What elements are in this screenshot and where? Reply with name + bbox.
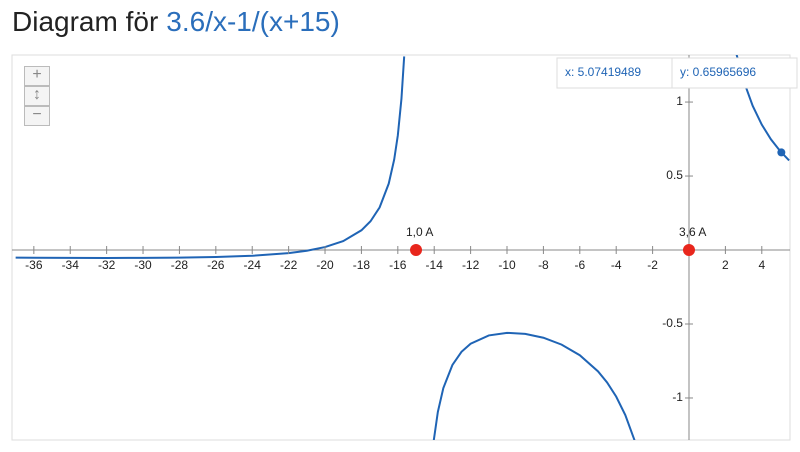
pan[interactable]: ↕: [24, 86, 50, 106]
x-tick-label: -22: [280, 258, 298, 272]
x-tick-label: -26: [207, 258, 225, 272]
x-tick-label: -16: [389, 258, 407, 272]
cursor-point: [777, 148, 786, 157]
x-tick-label: -18: [353, 258, 371, 272]
curve: [15, 56, 406, 259]
annotation-point: [682, 244, 695, 257]
title: Diagram för 3.6/x-1/(x+15): [12, 6, 340, 38]
x-tick-label: -36: [25, 258, 43, 272]
annotation-label: 3,6 A: [679, 225, 706, 239]
x-tick-label: 2: [722, 258, 729, 272]
zoom-in[interactable]: +: [24, 66, 50, 86]
x-tick-label: -28: [171, 258, 189, 272]
x-tick-label: -12: [462, 258, 480, 272]
cursor-y: y: 0.65965696: [680, 65, 756, 79]
y-tick-label: -1: [672, 390, 683, 404]
y-tick-label: -0.5: [662, 316, 683, 330]
y-tick-label: 1: [676, 94, 683, 108]
x-tick-label: -32: [98, 258, 116, 272]
x-tick-label: -24: [244, 258, 262, 272]
x-tick-label: -6: [574, 258, 585, 272]
y-tick-label: 0.5: [666, 168, 683, 182]
x-tick-label: -4: [611, 258, 622, 272]
function-text: 3.6/x-1/(x+15): [166, 6, 340, 37]
x-tick-label: -30: [134, 258, 152, 272]
x-tick-label: -2: [647, 258, 658, 272]
x-tick-label: -8: [538, 258, 549, 272]
title-text: Diagram för: [12, 6, 159, 37]
annotation-point: [410, 244, 423, 257]
x-tick-label: 4: [758, 258, 765, 272]
x-tick-label: -34: [62, 258, 80, 272]
x-tick-label: -20: [316, 258, 334, 272]
cursor-x: x: 5.07419489: [565, 65, 641, 79]
cursor-box: [556, 57, 798, 89]
plot-area: [11, 54, 791, 441]
curve: [432, 331, 636, 440]
zoom-out[interactable]: −: [24, 106, 50, 126]
x-tick-label: -10: [498, 258, 516, 272]
annotation-label: 1,0 A: [406, 225, 433, 239]
x-tick-label: -14: [426, 258, 444, 272]
